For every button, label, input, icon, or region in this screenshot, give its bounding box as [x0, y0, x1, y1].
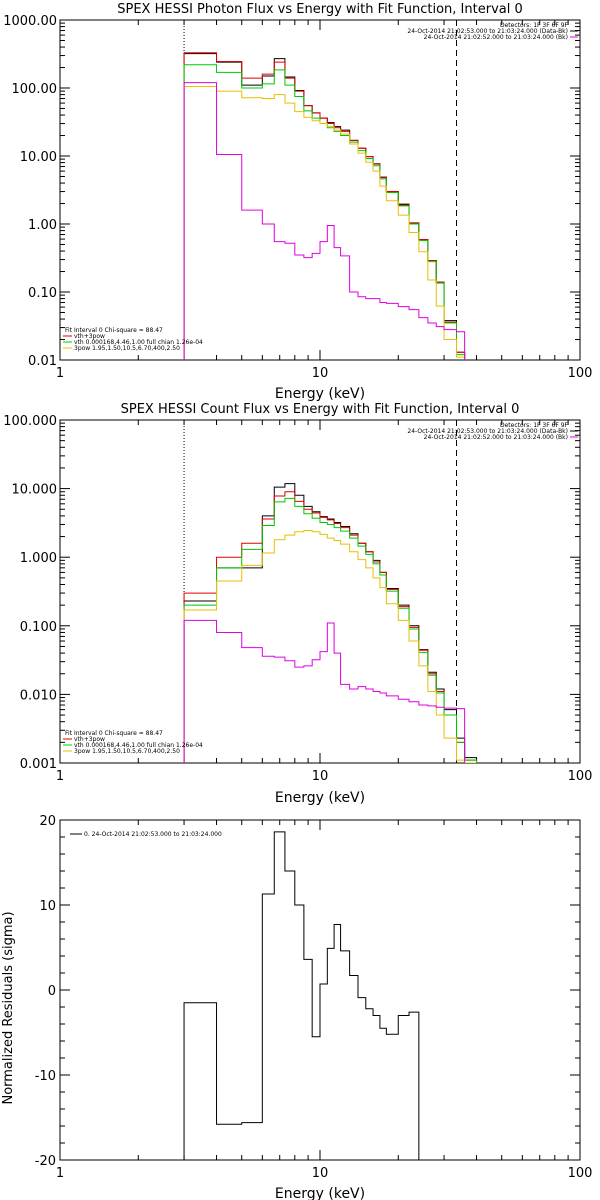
y-tick-label: 20 [39, 814, 56, 829]
axes-frame [59, 19, 581, 361]
y-tick-label: 1.000 [20, 551, 57, 566]
series-0 [183, 831, 420, 1160]
residuals-y-axis-label: Normalized Residuals (sigma) [1, 911, 16, 1104]
legend-entry: 3pow 1.95,1.50,10.5,6.70,400,2.50 [74, 345, 180, 352]
legend-entry: Detectors: 1F 3F 6F 9F [500, 22, 569, 29]
series-unlabeled-4 [183, 619, 466, 763]
photon-plot-area: 1 10 100 1000.00 100.00 10.00 1.00 0.10 0.01 Dete… [3, 14, 592, 381]
y-tick-label: 0 [48, 984, 56, 999]
y-tick-label: 0.10 [28, 286, 57, 301]
y-tick-label: -20 [35, 1154, 56, 1169]
legend-entry: 0. 24-Oct-2014 21:02:53.000 to 21:03:24.… [84, 831, 222, 838]
legend-entry: 24-Oct-2014 21:02:53.000 to 21:03:24.000… [407, 28, 568, 35]
legend-entry: Detectors: 1F 3F 6F 9F [500, 422, 569, 429]
x-tick-label: 1 [56, 1166, 64, 1181]
legend-entry: 3pow 1.95,1.50,10.5,6.70,400,2.50 [74, 748, 180, 755]
y-tick-label: 100.000 [3, 414, 57, 429]
y-tick-label: 10 [39, 899, 56, 914]
photon-flux-panel: SPEX HESSI Photon Flux vs Energy with Fi… [3, 2, 592, 402]
series-3 [183, 530, 477, 763]
legend-entry: vth+3pow [74, 736, 105, 743]
legend-entry: vth 0.000168,4.46,1.00 full chian 1.26e-… [74, 742, 203, 749]
residuals-x-axis-label: Energy (keV) [275, 1186, 365, 1200]
legend-entry: vth+3pow [74, 333, 105, 340]
x-tick-label: 10 [312, 366, 329, 381]
count-plot-area: 1 10 100 100.000 10.000 1.000 0.100 0.010 0.001 D… [3, 414, 592, 784]
legend-entry: Fit Interval 0 Chi-square = 88.47 [65, 327, 163, 334]
x-tick-label: 10 [312, 1166, 329, 1181]
photon-chart-title: SPEX HESSI Photon Flux vs Energy with Fi… [117, 2, 523, 17]
photon-x-axis-label: Energy (keV) [275, 386, 365, 402]
residuals-panel: Energy (keV) Normalized Residuals (sigma… [1, 814, 592, 1200]
y-tick-label: 10.00 [20, 150, 57, 165]
series-3 [183, 86, 466, 360]
y-tick-label: 0.01 [28, 354, 57, 369]
x-tick-label: 100 [568, 769, 593, 784]
legend-entry: Fit Interval 0 Chi-square = 88.47 [65, 730, 163, 737]
y-tick-label: -10 [35, 1069, 56, 1084]
count-x-axis-label: Energy (keV) [275, 790, 365, 806]
legend-entry: 24-Oct-2014 21:02:52.000 to 21:03:24.000… [424, 434, 568, 441]
series-unlabeled-0 [183, 483, 478, 763]
y-tick-label: 0.100 [20, 620, 57, 635]
y-tick-label: 0.001 [20, 757, 57, 772]
series-unlabeled-4 [183, 82, 466, 360]
legend-entry: 24-Oct-2014 21:02:52.000 to 21:03:24.000… [424, 34, 568, 41]
x-tick-label: 100 [568, 1166, 593, 1181]
count-flux-panel: SPEX HESSI Count Flux vs Energy with Fit… [3, 402, 592, 806]
series-unlabeled-0 [183, 53, 466, 360]
series-2 [183, 497, 478, 763]
series-2 [183, 64, 466, 360]
legend-entry: vth 0.000168,4.46,1.00 full chian 1.26e-… [74, 339, 203, 346]
y-tick-label: 1000.00 [3, 14, 57, 29]
count-chart-title: SPEX HESSI Count Flux vs Energy with Fit… [121, 402, 520, 417]
y-tick-label: 100.00 [12, 82, 58, 97]
legend-entry: 24-Oct-2014 21:02:53.000 to 21:03:24.000… [407, 428, 568, 435]
x-tick-label: 10 [312, 769, 329, 784]
series-1 [183, 52, 466, 360]
y-tick-label: 0.010 [20, 688, 57, 703]
x-tick-label: 1 [56, 366, 64, 381]
series-1 [183, 491, 478, 763]
x-tick-label: 100 [568, 366, 593, 381]
x-tick-label: 1 [56, 769, 64, 784]
axes-frame [59, 419, 581, 764]
y-tick-label: 10.000 [12, 483, 58, 498]
y-tick-label: 1.00 [28, 218, 57, 233]
